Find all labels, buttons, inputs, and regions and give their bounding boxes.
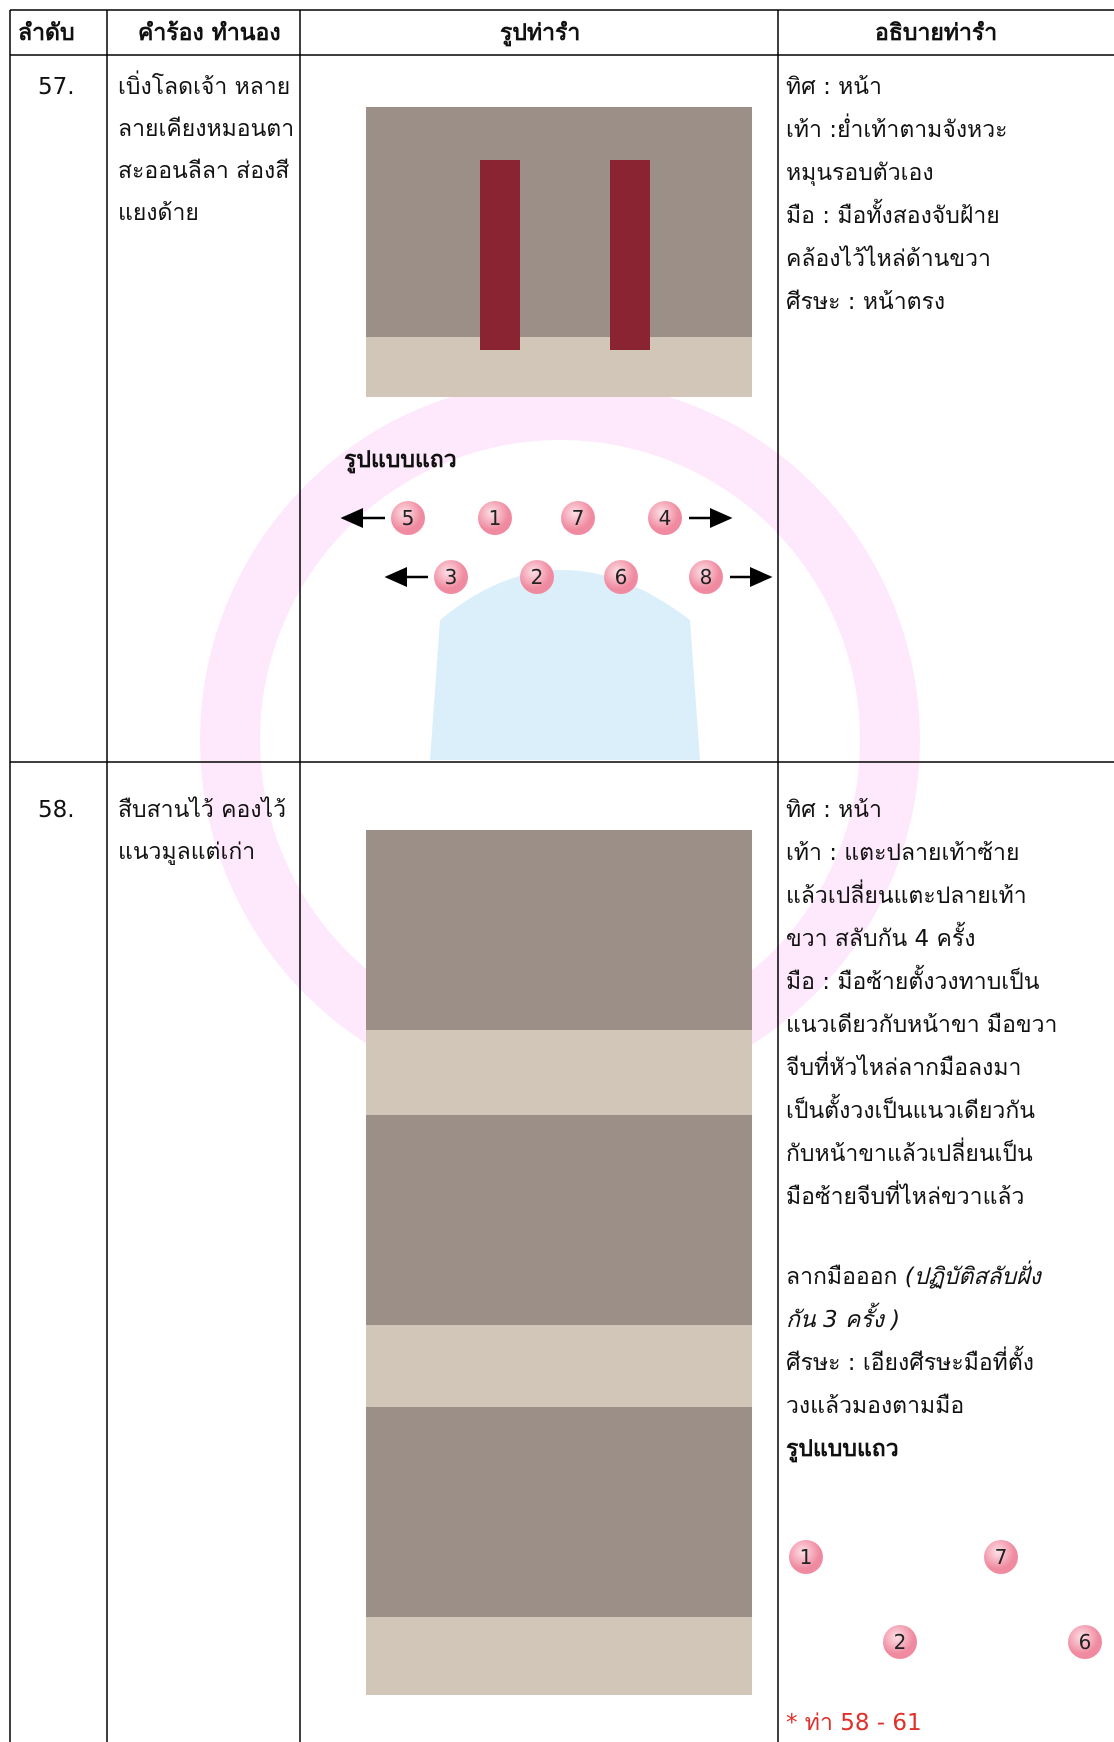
formation-number: 4 [659, 506, 672, 530]
arrows [340, 508, 773, 587]
description-line: เท้า : แตะปลายเท้าซ้าย [786, 840, 1020, 866]
formation-title: รูปแบบแถว [786, 1436, 899, 1462]
header-cell: คำร้อง ทำนอง [138, 20, 281, 46]
formation-number: 5 [402, 506, 415, 530]
description-line: ขวา สลับกัน 4 ครั้ง [786, 926, 976, 952]
lyrics-line: ลายเคียงหมอนตา [118, 116, 295, 142]
description-line: มือ : มือทั้งสองจับฝ้าย [786, 203, 1000, 229]
lyrics-line: เบิ่งโลดเจ้า หลาย [118, 74, 291, 100]
text-italic: (ปฏิบัติสลับฝั่ง [904, 1264, 1041, 1290]
formation-number: 7 [995, 1545, 1008, 1569]
lyrics-line: สืบสานไว้ คองไว้ [118, 797, 287, 823]
formation-dot [689, 560, 723, 594]
formation-number: 2 [894, 1630, 907, 1654]
description-line: ทิศ : หน้า [786, 797, 882, 823]
text: ลากมือออก [786, 1264, 905, 1290]
header-cell: อธิบายท่ารำ [875, 20, 998, 46]
formation-title: รูปแบบแถว [344, 447, 457, 473]
description-line: เป็นตั้งวงเป็นแนวเดียวกัน [786, 1098, 1035, 1124]
description-line: มือซ้ายจีบที่ไหล่ขวาแล้ว [786, 1184, 1025, 1210]
header-cell: ลำดับ [18, 20, 75, 46]
formation-dot [478, 501, 512, 535]
formation-number: 3 [445, 565, 458, 589]
lyrics-line: แนวมูลแต่เก่า [118, 839, 256, 865]
lyrics-line: สะออนลีลา ส่องสี [118, 158, 290, 184]
formation-dot [789, 1540, 823, 1574]
description-line: แนวเดียวกับหน้าขา มือขวา [786, 1012, 1058, 1038]
table-grid [9, 9, 1114, 1742]
description-line: ศีรษะ : หน้าตรง [786, 289, 946, 315]
formation-dot [391, 501, 425, 535]
header-cell: รูปท่ารำ [500, 20, 581, 46]
formation-dot [1068, 1625, 1102, 1659]
row-number: 57. [38, 74, 75, 100]
description-line: แล้วเปลี่ยนแตะปลายเท้า [786, 883, 1027, 909]
formation-dot [434, 560, 468, 594]
formation-dot [561, 501, 595, 535]
description-line: ลากมือออก (ปฏิบัติสลับฝั่ง [786, 1262, 1041, 1292]
formation-dot [648, 501, 682, 535]
description-line: มือ : มือซ้ายตั้งวงทาบเป็น [786, 969, 1040, 995]
formation-number: 1 [800, 1545, 813, 1569]
description-line: เท้า :ย่ำเท้าตามจังหวะ [786, 117, 1008, 143]
formation-number: 6 [1079, 1630, 1092, 1654]
formation-number: 1 [489, 506, 502, 530]
formation-number: 2 [531, 565, 544, 589]
description-line: คล้องไว้ไหล่ด้านขวา [786, 246, 991, 272]
formation-number: 6 [615, 565, 628, 589]
description-line: กัน 3 ครั้ง ) [786, 1307, 901, 1333]
note: * ท่า 58 - 61 [786, 1710, 922, 1736]
description-line: หมุนรอบตัวเอง [786, 160, 934, 186]
description-line: ศีรษะ : เอียงศีรษะมือที่ตั้ง [786, 1350, 1034, 1376]
description-line: กับหน้าขาแล้วเปลี่ยนเป็น [786, 1141, 1033, 1167]
formation-number: 8 [700, 565, 713, 589]
formation-dot [604, 560, 638, 594]
formation-dot [984, 1540, 1018, 1574]
description-line: ทิศ : หน้า [786, 74, 882, 100]
photos [366, 107, 752, 1695]
formation-dot [883, 1625, 917, 1659]
formation-dot [520, 560, 554, 594]
lyrics-line: แยงด้าย [118, 200, 199, 226]
description-line: จีบที่หัวไหล่ลากมือลงมา [786, 1055, 1022, 1081]
row-number: 58. [38, 797, 75, 823]
description-line: วงแล้วมองตามมือ [786, 1393, 965, 1419]
formation-number: 7 [572, 506, 585, 530]
